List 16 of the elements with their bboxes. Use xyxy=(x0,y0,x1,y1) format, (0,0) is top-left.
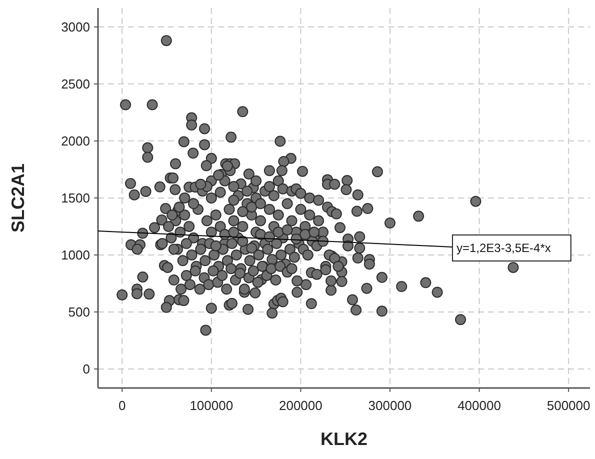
y-tick-label: 2000 xyxy=(61,133,90,148)
y-tick-label: 3000 xyxy=(61,19,90,34)
x-tick-label: 300000 xyxy=(368,398,412,413)
y-tick-label: 500 xyxy=(68,304,90,320)
x-tick-label: 0 xyxy=(118,398,126,413)
y-tick-label: 1500 xyxy=(61,190,90,206)
x-tick-label: 500000 xyxy=(546,398,590,413)
x-axis-title: KLK2 xyxy=(320,429,368,449)
x-tick-label: 200000 xyxy=(279,398,322,413)
y-tick-label: 0 xyxy=(82,362,90,377)
x-tick-label: 100000 xyxy=(190,398,234,413)
annotation: y=1,2E3-3,5E-4*x xyxy=(456,241,551,256)
y-tick-label: 1000 xyxy=(61,248,90,262)
y-tick-label: 2500 xyxy=(61,76,90,92)
x-tick-label: 400000 xyxy=(458,398,501,413)
y-axis-title: SLC2A1 xyxy=(8,163,28,233)
